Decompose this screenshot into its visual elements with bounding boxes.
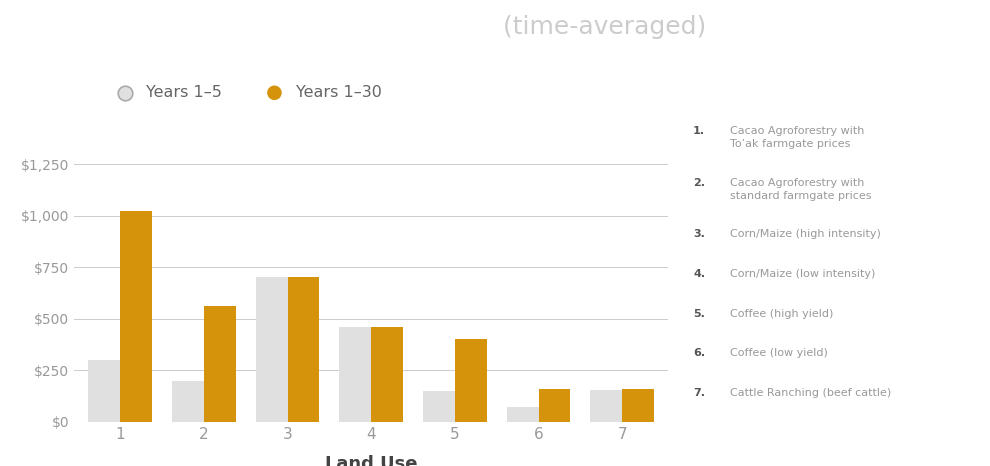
- Text: Corn/Maize (low intensity): Corn/Maize (low intensity): [731, 269, 876, 279]
- Bar: [287, 277, 320, 422]
- Bar: [120, 212, 152, 422]
- Text: Years 1–30: Years 1–30: [296, 85, 382, 100]
- Text: 3.: 3.: [693, 229, 705, 240]
- Bar: [423, 391, 455, 422]
- Bar: [340, 327, 371, 422]
- Bar: [88, 360, 120, 422]
- Bar: [371, 327, 403, 422]
- Bar: [623, 389, 654, 422]
- Text: ANNUAL EARNINGS PER HECTARE: ANNUAL EARNINGS PER HECTARE: [27, 15, 495, 39]
- X-axis label: Land Use: Land Use: [325, 455, 418, 466]
- Text: Years 1–5: Years 1–5: [147, 85, 222, 100]
- Text: Cattle Ranching (beef cattle): Cattle Ranching (beef cattle): [731, 388, 892, 398]
- Text: 1.: 1.: [693, 126, 705, 136]
- Text: Coffee (low yield): Coffee (low yield): [731, 349, 829, 358]
- Bar: [255, 277, 287, 422]
- Text: Cacao Agroforestry with
To’ak farmgate prices: Cacao Agroforestry with To’ak farmgate p…: [731, 126, 864, 149]
- Text: Coffee (high yield): Coffee (high yield): [731, 309, 834, 319]
- Text: 7.: 7.: [693, 388, 705, 398]
- Text: 4.: 4.: [693, 269, 705, 279]
- Bar: [204, 306, 236, 422]
- Text: 2.: 2.: [693, 178, 705, 187]
- Text: 5.: 5.: [693, 309, 705, 319]
- Text: Corn/Maize (high intensity): Corn/Maize (high intensity): [731, 229, 881, 240]
- Bar: [172, 381, 204, 422]
- Bar: [590, 390, 623, 422]
- Text: Cacao Agroforestry with
standard farmgate prices: Cacao Agroforestry with standard farmgat…: [731, 178, 872, 201]
- Bar: [455, 339, 487, 422]
- Bar: [539, 389, 570, 422]
- Bar: [507, 407, 539, 422]
- Text: 6.: 6.: [693, 349, 705, 358]
- Text: (time-averaged): (time-averaged): [495, 15, 706, 39]
